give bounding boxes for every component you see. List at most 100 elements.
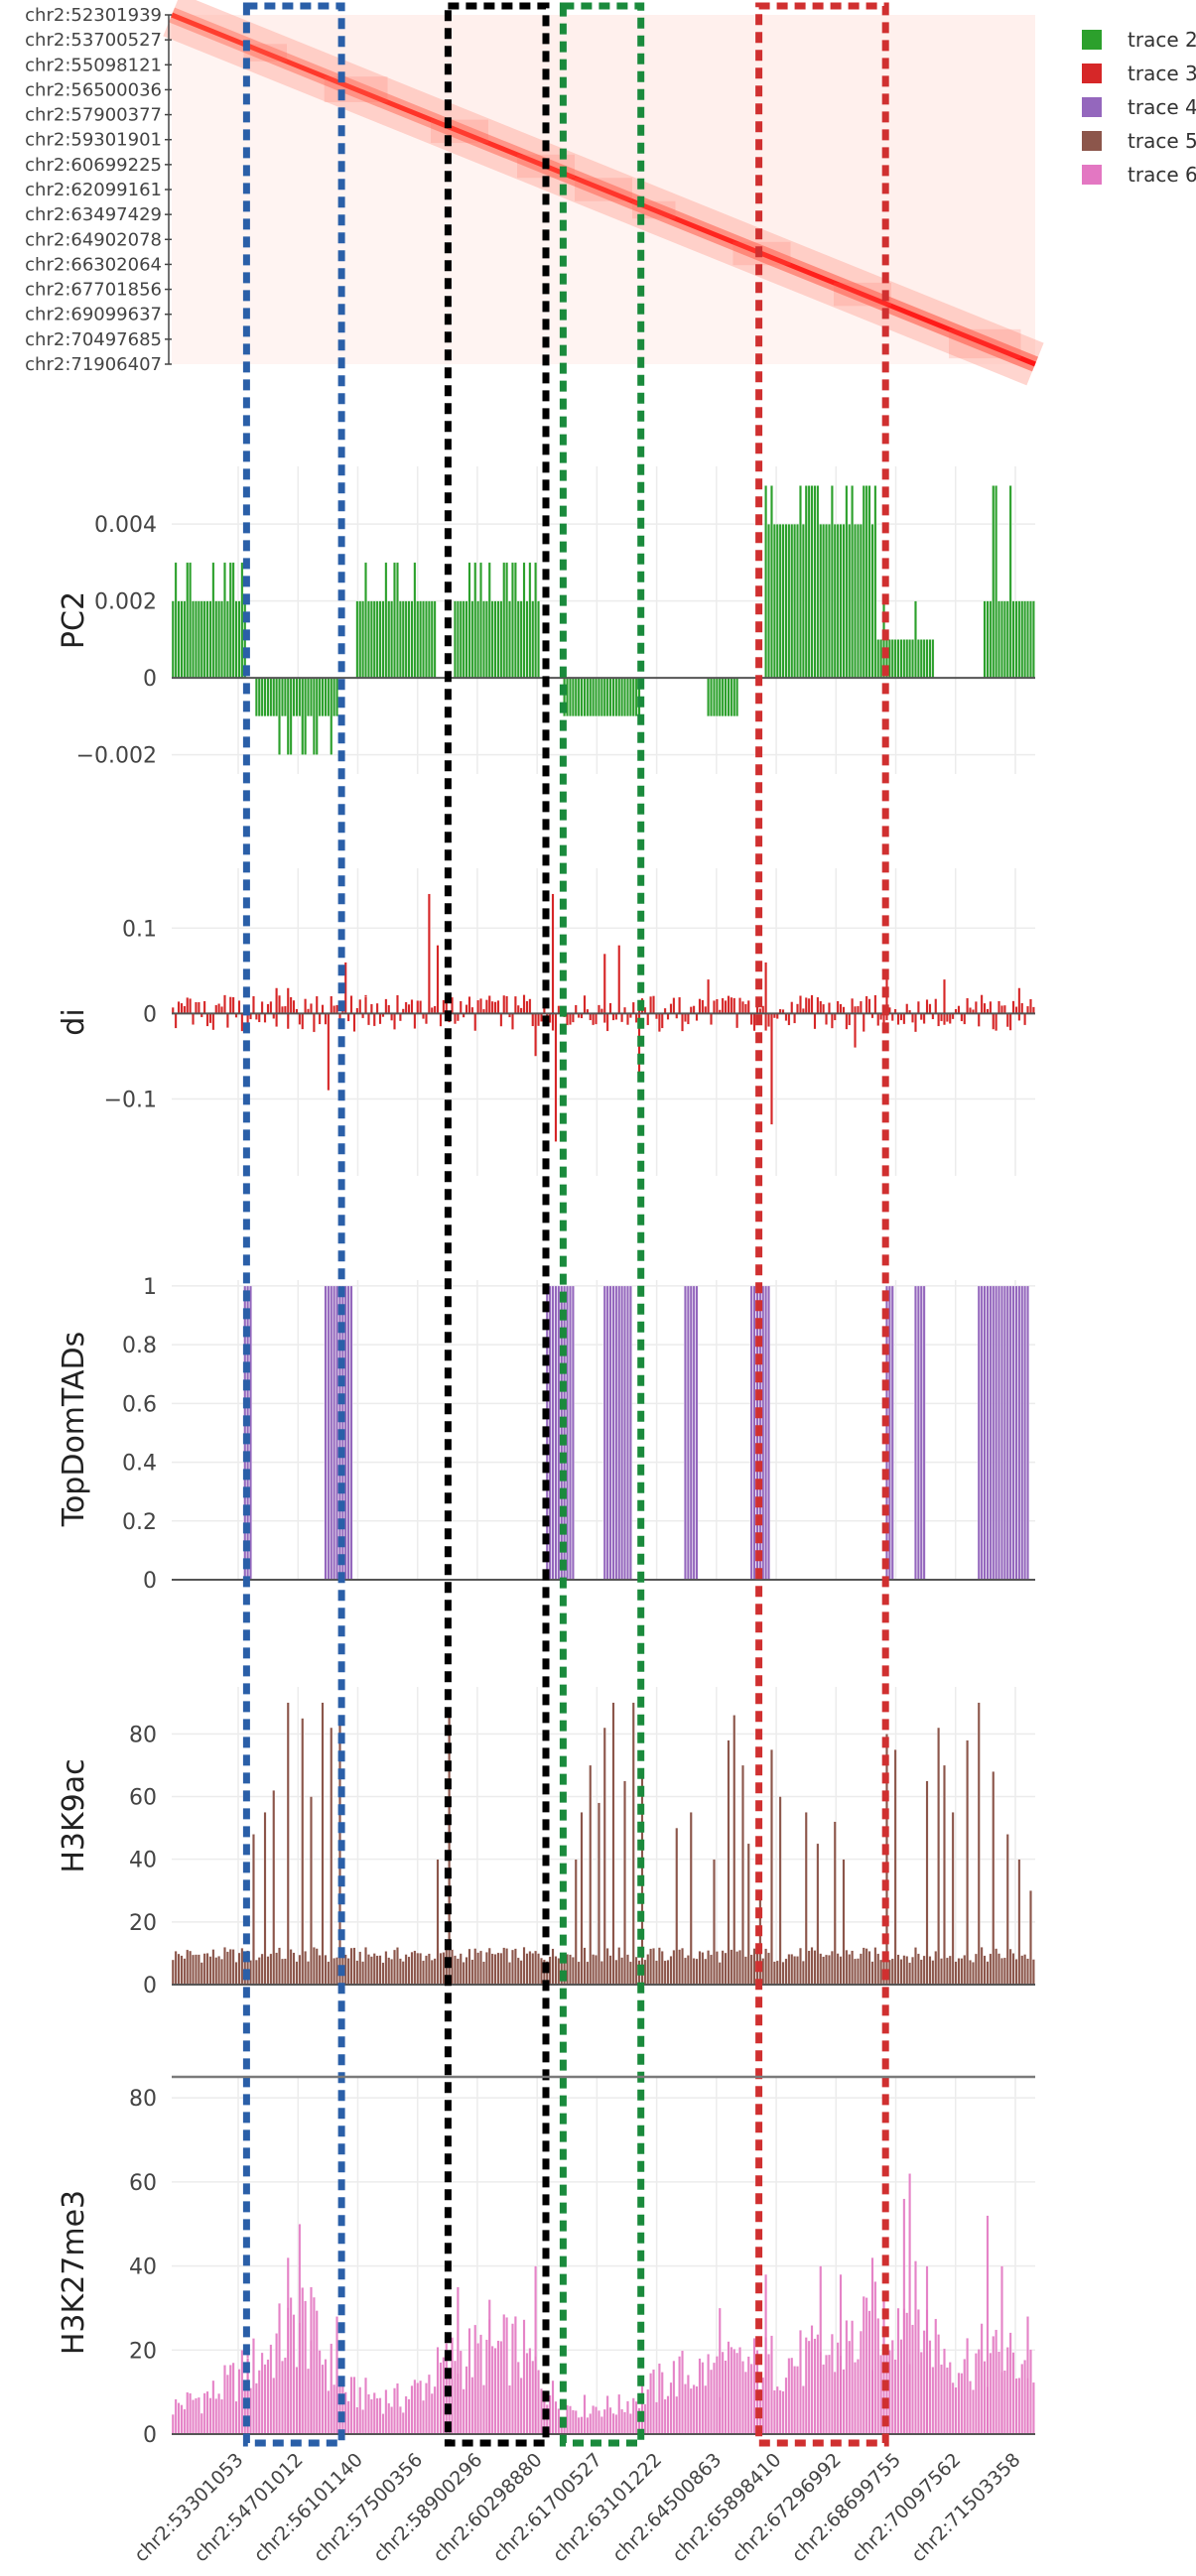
pc2-bar — [484, 600, 488, 679]
di-bar — [839, 1003, 843, 1014]
pc2-bar — [599, 677, 603, 717]
h3k27me3-bar — [851, 2320, 855, 2435]
h3k9ac-bar — [537, 1953, 540, 1986]
h3k9ac-bar — [790, 1954, 794, 1986]
pc2-bar — [225, 600, 229, 679]
di-bar — [442, 999, 446, 1014]
h3k27me3-bar — [580, 2416, 584, 2435]
pc2-bar — [787, 523, 791, 679]
h3k27me3-bar — [502, 2314, 506, 2435]
h3k9ac-bar — [626, 1954, 629, 1986]
di-bar — [735, 1013, 739, 1029]
h3k27me3-bar — [381, 2413, 385, 2435]
di-bar — [375, 1002, 379, 1014]
h3k9ac-bar — [859, 1953, 863, 1986]
di-bar — [378, 1013, 382, 1025]
pc2-bar — [312, 677, 316, 755]
h3k27me3-bar — [372, 2391, 376, 2435]
h3k9ac-bar — [1008, 1948, 1012, 1986]
h3k27me3-peak-bar — [534, 2265, 538, 2435]
h3k27me3-bar — [511, 2323, 514, 2435]
h3k9ac-bar — [787, 1954, 791, 1986]
di-bar — [404, 1001, 408, 1014]
di-bar — [298, 1013, 302, 1025]
h3k9ac-bar — [401, 1961, 405, 1986]
h3k9ac-peak-bar — [631, 1702, 635, 1986]
h3k27me3-bar — [234, 2400, 238, 2435]
pc2-bar — [586, 677, 590, 717]
h3k9ac-peak-bar — [816, 1843, 820, 1986]
h3k9ac-bar — [197, 1954, 200, 1986]
h3k27me3-bar — [790, 2357, 794, 2435]
pc2-ylabel: PC2 — [57, 591, 91, 649]
h3k27me3-bar — [315, 2310, 319, 2435]
h3k9ac-bar — [775, 1960, 779, 1986]
x-tick-label: chr2:67296992 — [728, 2449, 845, 2566]
heatmap-domain-block — [324, 76, 388, 102]
h3k9ac-bar — [487, 1947, 491, 1986]
h3k9ac-bar — [870, 1961, 874, 1986]
h3k27me3-bar — [948, 2362, 952, 2435]
di-bar — [286, 1013, 290, 1030]
di-bar — [672, 997, 676, 1014]
h3k9ac-bar — [948, 1955, 952, 1986]
h3k27me3-bar — [496, 2340, 500, 2435]
di-bar — [749, 1013, 753, 1025]
pc2-bar — [804, 485, 808, 679]
h3k27me3-bar — [989, 2352, 993, 2435]
h3k27me3-bar — [905, 2312, 909, 2435]
di-bar — [456, 1013, 460, 1022]
pc2-bar — [816, 485, 820, 679]
tads-ytick-label: 0.8 — [122, 1334, 157, 1358]
h3k9ac-bar — [836, 1953, 840, 1986]
tad-bar — [346, 1285, 350, 1581]
h3k9ac-peak-bar — [937, 1727, 941, 1986]
h3k27me3-bar — [278, 2302, 281, 2435]
h3k27me3-bar — [657, 2363, 661, 2435]
tad-bar — [752, 1285, 756, 1581]
di-bar — [220, 1006, 223, 1014]
h3k27me3-bar — [810, 2325, 814, 2435]
di-bar — [223, 994, 226, 1014]
di-bar — [257, 1013, 261, 1023]
tad-bar — [692, 1285, 696, 1581]
h3k27me3-bar — [439, 2362, 443, 2435]
h3k9ac-bar — [1011, 1953, 1015, 1986]
di-peak-bar — [327, 1013, 331, 1092]
h3k9ac-bar — [864, 1948, 868, 1986]
h3k27me3-bar — [801, 2385, 805, 2435]
tads-ytick-label: 1 — [143, 1275, 157, 1300]
h3k9ac-bar — [346, 1958, 350, 1986]
di-bar — [490, 1000, 494, 1014]
h3k27me3-bar — [220, 2398, 223, 2435]
di-bar — [237, 1000, 241, 1014]
di-bar — [537, 1013, 540, 1027]
h3k9ac-bar — [476, 1952, 480, 1986]
h3k9ac-bar — [738, 1950, 741, 1986]
h3k9ac-bar — [660, 1951, 664, 1986]
di-bar — [292, 999, 296, 1014]
h3k27me3-ytick-label: 0 — [143, 2423, 157, 2448]
heatmap-ytick-label: chr2:67701856 — [25, 280, 162, 301]
heatmap-ytick-label: chr2:64902078 — [25, 229, 162, 250]
h3k27me3-bar — [275, 2333, 279, 2435]
h3k9ac-peak-bar — [1017, 1859, 1021, 1986]
di-bar — [807, 997, 811, 1014]
h3k9ac-bar — [208, 1956, 212, 1986]
h3k9ac-bar — [358, 1951, 362, 1986]
h3k27me3-bar — [649, 2373, 653, 2435]
h3k9ac-bar — [534, 1950, 538, 1986]
h3k9ac-bar — [911, 1956, 914, 1986]
h3k9ac-bar — [1031, 1959, 1035, 1986]
pc2-bar — [223, 562, 226, 679]
di-bar — [289, 996, 293, 1014]
pc2-bar — [857, 523, 860, 679]
h3k9ac-bar — [974, 1953, 978, 1986]
h3k27me3-bar — [211, 2380, 215, 2435]
h3k9ac-bar — [839, 1956, 843, 1986]
h3k27me3-bar — [608, 2406, 612, 2435]
pc2-bar — [713, 677, 716, 717]
h3k9ac-peak-bar — [885, 1734, 888, 1986]
pc2-bar — [364, 562, 367, 679]
h3k27me3-bar — [1031, 2382, 1035, 2435]
